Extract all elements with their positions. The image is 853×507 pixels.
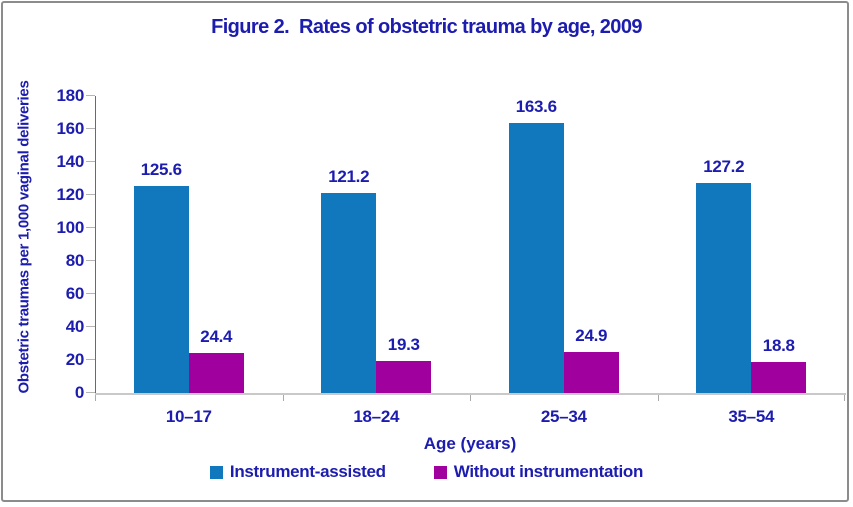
x-category-label: 25–34 [540,407,587,426]
legend-label: Without instrumentation [453,462,644,481]
bar-without-instrumentation [563,352,619,393]
y-tick-label: 120 [56,185,85,204]
y-axis-tick [86,128,95,129]
x-category-label: 18–24 [353,407,400,426]
y-axis-tick [86,260,95,261]
chart-title: Figure 2. Rates of obstetric trauma by a… [211,16,642,38]
x-category-label: 10–17 [165,407,212,426]
y-tick-label: 160 [56,119,85,138]
y-axis-tick [86,161,95,162]
y-tick-label: 140 [56,152,85,171]
y-axis-tick [86,326,95,327]
y-axis-tick [86,293,95,294]
legend: Instrument-assisted Without instrumentati… [0,462,853,482]
bar-value-label: 163.6 [515,97,557,116]
bar-value-label: 19.3 [387,335,420,354]
legend-swatch-icon [433,465,447,479]
bar-value-label: 24.4 [200,327,233,346]
y-tick-label: 80 [65,251,85,270]
x-axis-tick [282,395,284,401]
y-tick-label: 40 [65,317,85,336]
bar-value-label: 127.2 [703,157,745,176]
x-axis-line [95,393,846,395]
y-axis-title: Obstetric traumas per 1,000 vaginal deli… [15,80,33,394]
y-tick-label: 100 [56,218,85,237]
bar-instrument-assisted [508,123,564,393]
x-axis-tick [95,395,96,401]
legend-item: Without instrumentation [433,462,644,482]
bar-value-label: 121.2 [328,167,370,186]
legend-item: Instrument-assisted [209,462,386,482]
bar-value-label: 18.8 [762,336,795,355]
x-category-label: 35–54 [728,407,775,426]
bar-without-instrumentation [751,362,807,393]
y-axis-tick [86,392,95,393]
y-axis-tick [86,359,95,360]
x-axis-tick [844,395,845,401]
bar-instrument-assisted [696,183,752,393]
legend-label: Instrument-assisted [229,462,386,481]
x-axis-title: Age (years) [423,434,517,453]
bar-instrument-assisted [321,193,377,393]
bar-without-instrumentation [188,353,244,393]
y-tick-label: 20 [65,350,85,369]
y-tick-label: 180 [56,86,85,105]
bar-value-label: 24.9 [575,326,608,345]
legend-swatch-icon [209,465,223,479]
bar-instrument-assisted [133,186,189,393]
y-tick-label: 60 [65,284,85,303]
y-tick-label: 0 [74,383,84,402]
bar-without-instrumentation [376,361,432,393]
x-axis-tick [470,395,471,401]
bar-value-label: 125.6 [140,160,182,179]
y-axis-tick [86,95,95,96]
y-axis-line [95,96,96,394]
y-axis-tick [86,194,95,195]
x-axis-tick [657,395,659,401]
y-axis-tick [86,227,95,228]
